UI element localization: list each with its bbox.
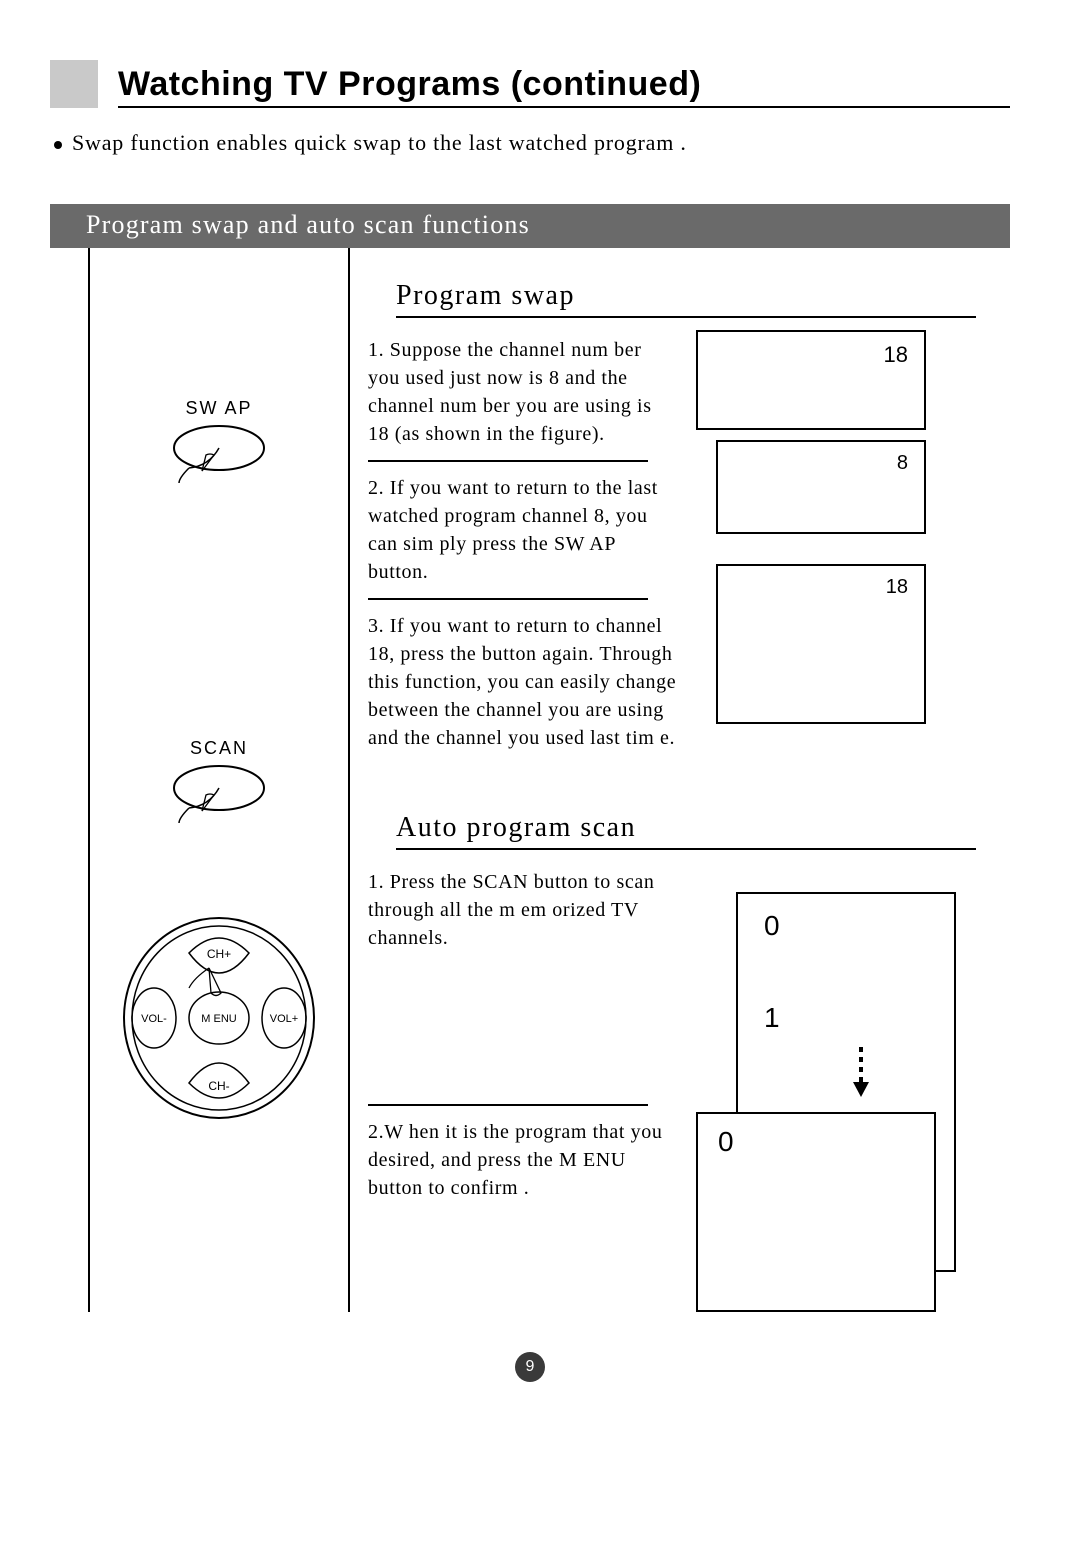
dpad-illustration: CH+ CH- VOL- VOL+ M ENU <box>119 908 319 1133</box>
dpad-left-label: VOL- <box>141 1013 167 1025</box>
intro-text: Swap function enables quick swap to the … <box>72 130 687 155</box>
page-header: Watching TV Programs (continued) <box>50 60 1010 108</box>
scan-channel-0b: 0 <box>718 1126 734 1157</box>
program-swap-block: 1. Suppose the channel num ber you used … <box>368 330 1010 762</box>
program-swap-text: 1. Suppose the channel num ber you used … <box>368 330 678 762</box>
swap-step-2: 2. If you want to return to the last wat… <box>368 474 678 586</box>
swap-button-illustration: SW AP <box>90 398 348 488</box>
down-arrow-icon <box>846 1042 876 1102</box>
content-columns: SW AP SCAN <box>88 248 1010 1312</box>
page-number-badge: 9 <box>515 1352 545 1382</box>
dpad-center-label: M ENU <box>201 1013 237 1025</box>
page-title: Watching TV Programs (continued) <box>118 65 1010 108</box>
scan-tv-front: 0 <box>696 1112 936 1312</box>
swap-button-label: SW AP <box>90 398 348 419</box>
tv-screen-1: 18 <box>696 330 926 430</box>
swap-button-icon <box>164 423 274 483</box>
right-column: Program swap 1. Suppose the channel num … <box>350 248 1010 1312</box>
program-swap-heading: Program swap <box>396 280 976 318</box>
tv-screen-2: 8 <box>716 440 926 534</box>
header-decor-box <box>50 60 98 108</box>
swap-step-3: 3. If you want to return to channel 18, … <box>368 612 678 752</box>
scan-button-icon <box>164 763 274 823</box>
manual-page: Watching TV Programs (continued) Swap fu… <box>0 0 1080 1422</box>
scan-channel-0a: 0 <box>764 910 780 942</box>
swap-step-1: 1. Suppose the channel num ber you used … <box>368 336 678 448</box>
divider <box>368 598 648 600</box>
left-column: SW AP SCAN <box>90 248 350 1312</box>
dpad-icon: CH+ CH- VOL- VOL+ M ENU <box>119 908 319 1128</box>
auto-scan-text: 1. Press the SCAN button to scan through… <box>368 862 678 1212</box>
dpad-right-label: VOL+ <box>270 1013 298 1025</box>
scan-step-1: 1. Press the SCAN button to scan through… <box>368 868 678 952</box>
section-heading-bar: Program swap and auto scan functions <box>50 204 1010 248</box>
scan-button-illustration: SCAN <box>90 738 348 828</box>
bullet-icon <box>54 141 62 149</box>
scan-button-label: SCAN <box>90 738 348 759</box>
program-swap-figure: 18 8 18 <box>678 330 1010 724</box>
auto-scan-figure: 0 1 0 <box>678 862 1010 1312</box>
intro-bullet: Swap function enables quick swap to the … <box>54 130 1010 156</box>
divider <box>368 1104 648 1106</box>
scan-channel-1: 1 <box>764 1002 780 1034</box>
scan-step-2: 2.W hen it is the program that you desir… <box>368 1118 678 1202</box>
divider <box>368 460 648 462</box>
auto-scan-heading: Auto program scan <box>396 812 976 850</box>
dpad-up-label: CH+ <box>207 947 231 961</box>
tv-screen-3: 18 <box>716 564 926 724</box>
auto-scan-block: 1. Press the SCAN button to scan through… <box>368 862 1010 1312</box>
dpad-down-label: CH- <box>208 1079 229 1093</box>
